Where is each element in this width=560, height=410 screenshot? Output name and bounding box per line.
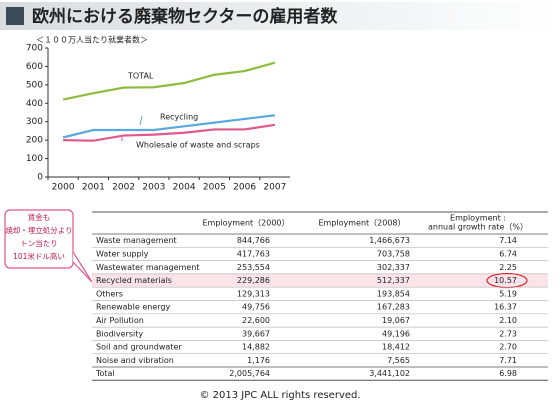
highlight-row [92,273,548,288]
row-label: Renewable energy [96,303,170,312]
y-tick-label: 600 [26,62,43,72]
y-tick-label: 100 [26,154,43,164]
cell: 844,766 [237,236,270,245]
cell: 417,763 [237,249,270,258]
cell: 7,565 [387,356,410,365]
row-label: Water supply [96,249,149,258]
callout-box [4,209,74,269]
cell: 302,337 [377,263,410,272]
row-label: Waste management [96,236,177,245]
cell: 2.73 [499,329,517,338]
series-label: Wholesale of waste and scraps [136,141,260,150]
cell: 5.19 [499,289,517,298]
x-tick-label: 2000 [52,183,75,193]
row-label: Others [96,289,123,298]
series-line [62,114,276,139]
y-tick-label: 700 [26,44,43,54]
series-line [62,61,276,101]
row-label: Soil and groundwater [96,343,182,352]
x-tick-label: 2006 [233,183,256,193]
x-tick-label: 2003 [142,183,165,193]
label-leader [139,115,143,126]
row-label: Air Pollution [96,316,144,325]
callout-text: トン当たり [20,238,58,248]
row-label: Biodiversity [96,329,143,338]
cell: 6.98 [499,369,517,378]
cell: 2.10 [499,316,517,325]
cell: 2.70 [499,343,517,352]
callout-text: 賃金も [28,212,51,222]
cell: 703,758 [377,249,410,258]
cell: 19,067 [382,316,410,325]
table: Employment（2000） Employment（2008） Employme… [92,211,548,381]
column-header: Employment（2000） [202,219,289,228]
row-label: Recycled materials [96,276,172,285]
cell: 2.25 [499,263,517,272]
cell: 10.57 [494,276,517,285]
x-tick-label: 2004 [173,183,196,193]
row-label: Total [95,369,115,378]
y-tick-label: 300 [26,117,43,127]
callout-pointer [72,251,93,283]
cell: 49,196 [382,329,410,338]
cell: 193,854 [377,289,410,298]
cell: 7.71 [499,356,517,365]
column-header: annual growth rate（%） [428,223,528,232]
x-tick-label: 2007 [263,183,286,193]
cell: 16.37 [494,303,517,312]
cell: 39,667 [242,329,270,338]
cell: 1,176 [247,356,270,365]
x-tick-label: 2002 [112,183,135,193]
y-tick-label: 400 [26,99,43,109]
cell: 167,283 [377,303,410,312]
line-chart: 0 100 200 300 400 500 600 700 2000 2001 2002 2003 20… [26,44,290,193]
title-icon [6,7,24,25]
callout-text: 焼却・埋立処分より [5,225,72,235]
cell: 6.74 [499,249,517,258]
series-label: TOTAL [127,72,154,81]
cell: 229,286 [237,276,270,285]
y-tick-label: 500 [26,80,43,90]
page-title: 欧州における廃棄物セクターの雇用者数 [32,6,338,27]
x-tick-label: 2001 [82,183,105,193]
cell: 3,441,102 [369,369,410,378]
cell: 7.14 [499,236,517,245]
cell: 253,554 [237,263,270,272]
row-label: Noise and vibration [96,356,174,365]
cell: 2,005,764 [229,369,270,378]
column-header: Employment（2008） [318,219,405,228]
footer: © 2013 JPC ALL rights reserved. [199,390,360,401]
cell: 1,466,673 [369,236,410,245]
callout-text: 101米ドル高い [13,251,65,261]
column-header: Employment : [450,214,506,223]
y-axis-label: ＜１００万人当たり就業者数＞ [36,35,148,45]
cell: 22,600 [242,316,270,325]
y-tick-label: 200 [26,136,43,146]
cell: 129,313 [237,289,270,298]
cell: 512,337 [377,276,410,285]
x-tick-label: 2005 [203,183,226,193]
cell: 14,882 [242,343,270,352]
y-tick-label: 0 [37,173,43,183]
cell: 49,756 [242,303,270,312]
title-banner [0,2,560,30]
series-label: Recycling [160,113,198,122]
series-line [63,123,276,142]
cell: 18,412 [382,343,410,352]
row-label: Wastewater management [96,263,199,272]
